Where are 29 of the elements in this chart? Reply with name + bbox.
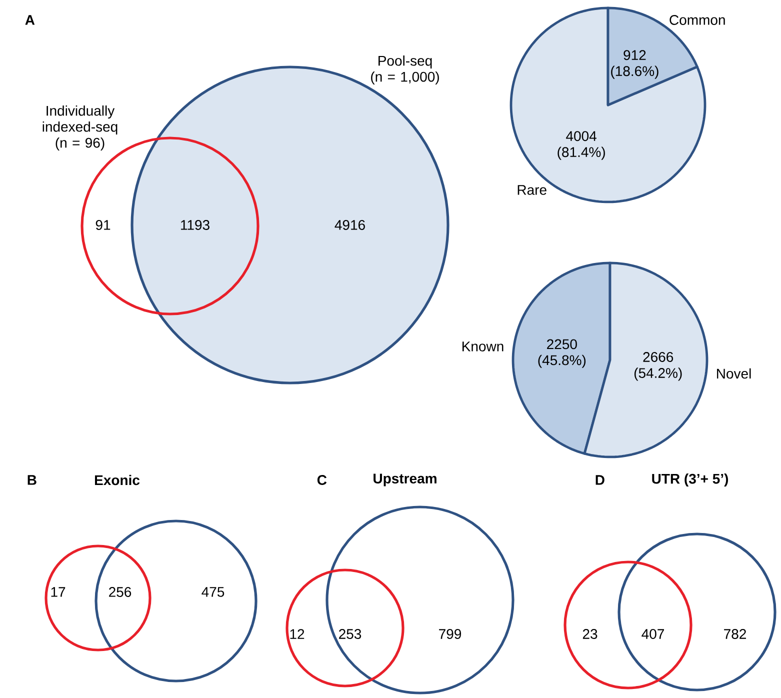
- text: Pool-seq (n = 1,000): [371, 55, 439, 85]
- text: B: [28, 475, 36, 485]
- data-label: 23: [582, 629, 598, 639]
- data-label: 1193: [181, 220, 210, 230]
- data-label: 2666 (54.2%): [634, 352, 682, 381]
- slice-label: Known: [462, 342, 504, 352]
- text: UTR (3’+ 5’): [652, 473, 728, 487]
- data-label: 12: [290, 629, 304, 639]
- data-label: 91: [96, 220, 110, 230]
- data-label: 4916: [334, 220, 365, 230]
- slice-label: Common: [670, 15, 725, 25]
- data-label: 2250 (45.8%): [538, 339, 586, 368]
- data-label: 799: [439, 629, 462, 639]
- slice-label: Rare: [518, 185, 546, 195]
- text: C: [317, 475, 327, 485]
- data-label: 782: [724, 629, 746, 639]
- text: Upstream: [374, 474, 436, 486]
- data-label: 475: [202, 587, 224, 597]
- text: Exonic: [94, 474, 140, 486]
- text: D: [596, 475, 604, 485]
- text: A: [25, 15, 35, 25]
- text: Individually indexed-seq (n = 96): [42, 105, 118, 151]
- data-label: 407: [642, 629, 664, 639]
- data-label: 253: [339, 629, 362, 639]
- data-label: 17: [51, 587, 66, 597]
- data-label: 256: [109, 587, 132, 597]
- slice-label: Novel: [717, 368, 751, 379]
- data-label: 4004 (81.4%): [558, 131, 605, 160]
- data-label: 912 (18.6%): [611, 50, 658, 79]
